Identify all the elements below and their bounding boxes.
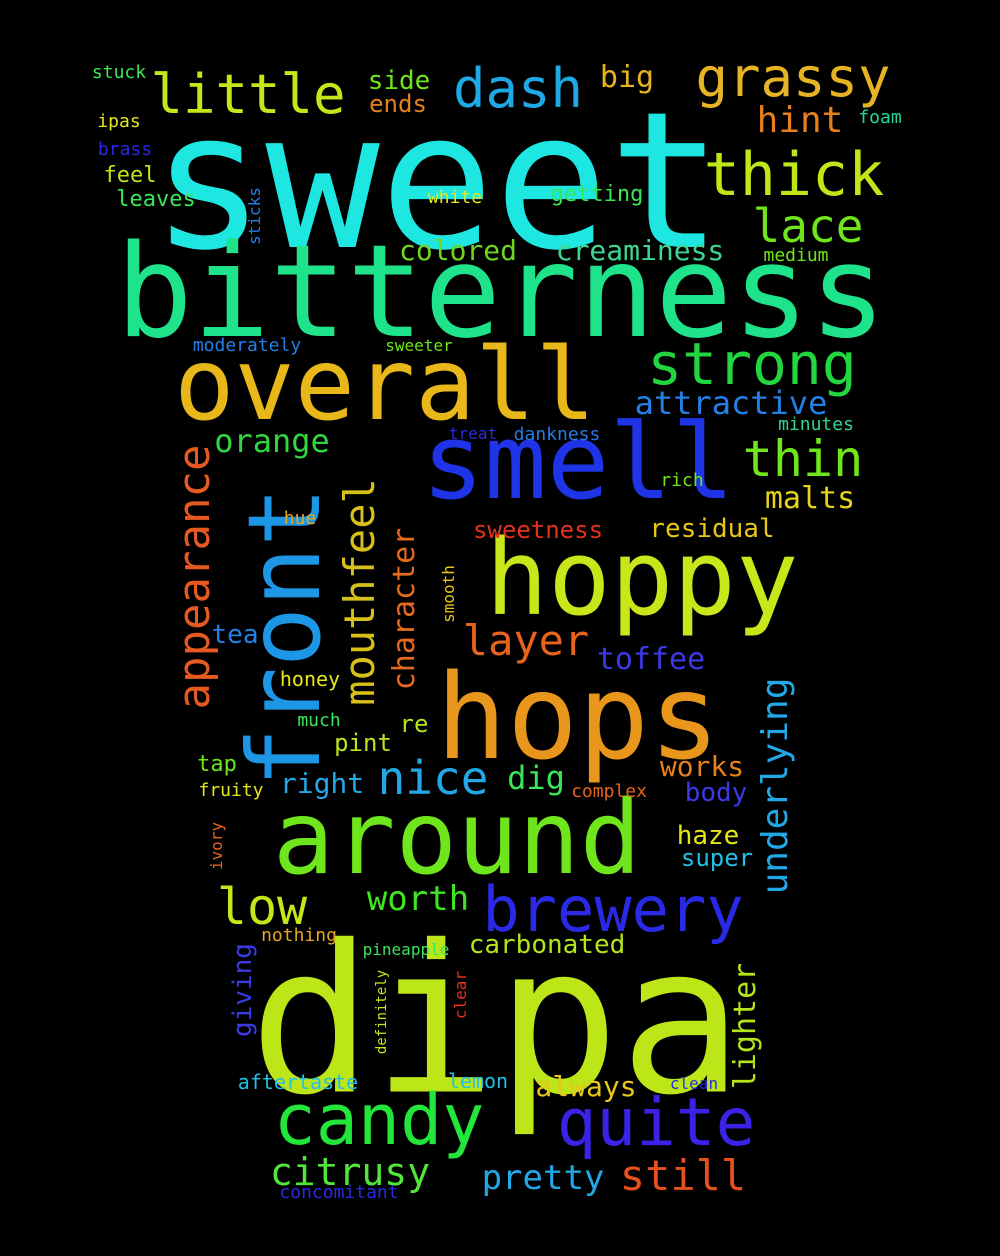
word: still <box>619 1151 747 1200</box>
word: worth <box>366 879 470 919</box>
word: hops <box>435 648 721 786</box>
word: mouthfeel <box>335 478 384 706</box>
word: residual <box>649 514 775 544</box>
word: toffee <box>596 642 706 677</box>
word: body <box>684 778 748 808</box>
word: underlying <box>755 677 796 895</box>
word: sweet <box>151 71 723 292</box>
word: dash <box>452 57 584 120</box>
word: low <box>216 878 308 936</box>
word: layer <box>462 616 590 665</box>
word: right <box>279 767 365 800</box>
word: concomitant <box>279 1182 399 1203</box>
word: thick <box>703 140 885 210</box>
word: brewery <box>482 873 744 946</box>
word: stuck <box>91 62 147 83</box>
word: tap <box>197 752 237 777</box>
word: nothing <box>261 925 337 946</box>
word: quite <box>556 1084 756 1161</box>
word: citrusy <box>269 1150 431 1194</box>
word: leaves <box>116 187 196 212</box>
word: brass <box>97 139 153 160</box>
word: side <box>367 66 431 96</box>
word: smooth <box>439 565 458 623</box>
word: haze <box>676 821 740 851</box>
word: hint <box>756 100 844 141</box>
word: ends <box>369 90 427 118</box>
word: complex <box>571 781 647 802</box>
word: dankness <box>513 424 601 445</box>
word: lemon <box>447 1069 509 1093</box>
word: pint <box>334 729 392 757</box>
word: appearance <box>169 444 220 710</box>
word: pretty <box>481 1158 605 1198</box>
word: lighter <box>728 962 763 1090</box>
word: super <box>680 844 754 872</box>
word: nice <box>377 751 489 805</box>
word: grassy <box>695 46 891 109</box>
word: much <box>297 710 341 731</box>
word: pineapple <box>362 940 450 959</box>
word: sticks <box>245 187 264 245</box>
word: hue <box>283 508 317 529</box>
word: carbonated <box>468 930 626 960</box>
word: around <box>272 779 642 898</box>
word: clean <box>669 1074 719 1093</box>
word: hoppy <box>485 517 799 639</box>
word: big <box>599 60 655 95</box>
word: tea <box>211 620 259 650</box>
word: minutes <box>778 414 854 435</box>
word: honey <box>279 667 341 691</box>
word: malts <box>764 481 856 516</box>
word: definitely <box>374 969 390 1055</box>
word: little <box>150 63 346 126</box>
word: ivory <box>207 821 226 871</box>
word: moderately <box>192 335 302 356</box>
word: thin <box>742 430 864 488</box>
word: lace <box>752 199 864 253</box>
word: treat <box>448 424 498 443</box>
word: feel <box>103 163 157 188</box>
word: dig <box>507 759 565 797</box>
word: foam <box>858 107 902 128</box>
word: medium <box>763 245 829 266</box>
word: overall <box>174 326 596 443</box>
word: candy <box>273 1079 485 1161</box>
word: giving <box>228 943 258 1037</box>
word: works <box>659 750 745 783</box>
word: ipas <box>97 111 141 132</box>
word: bitterness <box>115 218 887 367</box>
word: colored <box>398 234 518 267</box>
word: aftertaste <box>237 1070 359 1094</box>
word: clear <box>451 970 470 1020</box>
word: white <box>427 187 483 208</box>
word: always <box>535 1070 637 1103</box>
word: strong <box>647 330 857 398</box>
word: attractive <box>634 384 828 422</box>
word: getting <box>550 182 644 207</box>
word: orange <box>214 422 330 460</box>
word: sweetness <box>472 516 604 544</box>
word: smell <box>421 401 735 523</box>
word: sweeter <box>385 336 453 355</box>
word: character <box>387 527 422 691</box>
word: fruity <box>198 780 264 801</box>
word: rich <box>660 470 704 491</box>
word: re <box>399 710 429 738</box>
word: dipa <box>249 902 743 1141</box>
word: creaminess <box>555 234 725 267</box>
